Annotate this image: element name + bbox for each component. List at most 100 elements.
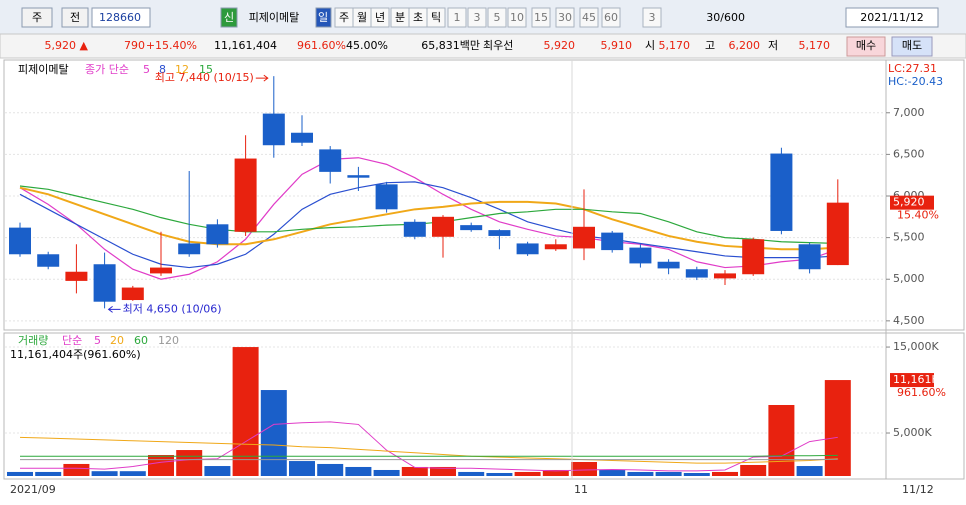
price-panel: [3, 59, 965, 331]
toolbar-label[interactable]: 주: [32, 11, 42, 24]
toolbar-label[interactable]: 2021/11/12: [860, 11, 923, 24]
y-tick-label: 5,000K: [893, 426, 932, 439]
volume-bar: [655, 471, 682, 476]
last-price-box: [890, 195, 934, 210]
candle-body: [460, 225, 483, 231]
toolbar-label[interactable]: 30/600: [706, 11, 745, 24]
y-tick-label: 5,000: [893, 272, 925, 285]
toolbar-label[interactable]: 주: [339, 11, 349, 24]
quote-field: 45.00%: [346, 39, 388, 52]
candle-body: [319, 149, 342, 172]
high-annotation: 최고 7,440 (10/15): [155, 71, 254, 84]
toolbar-button[interactable]: [91, 7, 151, 28]
volume-bar: [712, 471, 738, 476]
ma-label: 단순: [62, 334, 82, 347]
quote-field: 최우선: [483, 39, 513, 52]
candle-body: [601, 232, 624, 251]
toolbar-button[interactable]: [370, 7, 390, 28]
toolbar-button[interactable]: [21, 7, 53, 28]
candle-body: [206, 224, 229, 245]
quote-field: 고: [705, 39, 715, 52]
volume-bar: [599, 469, 626, 476]
legend-entry: 5: [94, 334, 101, 347]
candle-body: [234, 158, 257, 232]
toolbar-label[interactable]: 초: [413, 11, 423, 24]
toolbar-button[interactable]: [579, 7, 599, 28]
ma-line: [19, 181, 838, 269]
sell-button[interactable]: [891, 36, 933, 57]
last-ratio: 961.60%: [897, 386, 946, 399]
toolbar-button[interactable]: [315, 7, 332, 28]
quote-field: 11,161,404: [214, 39, 277, 52]
toolbar-button[interactable]: [220, 7, 238, 28]
toolbar-label[interactable]: 10: [510, 11, 524, 24]
quote-field: 6,200: [729, 39, 761, 52]
x-tick-label: 2021/09: [10, 483, 56, 496]
toolbar-label[interactable]: 30: [558, 11, 572, 24]
toolbar-button[interactable]: [61, 7, 89, 28]
toolbar-button[interactable]: [555, 7, 575, 28]
toolbar-button[interactable]: [642, 7, 662, 28]
toolbar-label[interactable]: 5: [494, 11, 501, 24]
buy-button[interactable]: [846, 36, 886, 57]
ma-line: [19, 185, 838, 245]
panel-title: 거래량: [18, 334, 48, 347]
ma-line: [19, 436, 838, 464]
toolbar-label[interactable]: 신: [224, 11, 234, 24]
last-change: 15.40%: [897, 209, 939, 222]
quote-field[interactable]: 매수: [856, 39, 876, 52]
candle-body: [798, 244, 821, 270]
legend-entry: 8: [159, 63, 166, 76]
legend-entry: 5: [143, 63, 150, 76]
toolbar-label[interactable]: 년: [375, 11, 385, 24]
volume-bar: [768, 404, 795, 476]
toolbar-button[interactable]: [601, 7, 621, 28]
legend-entry: 60: [134, 334, 148, 347]
toolbar-label[interactable]: 틱: [431, 11, 441, 24]
candle-body: [714, 273, 736, 279]
toolbar-button[interactable]: [447, 7, 467, 28]
volume-bar: [232, 347, 259, 476]
toolbar-label[interactable]: 전: [70, 11, 80, 24]
candle-body: [826, 202, 849, 266]
y-tick-label: 7,000: [893, 106, 925, 119]
toolbar-label[interactable]: 일: [318, 10, 328, 24]
toolbar-label[interactable]: 3: [649, 11, 656, 24]
volume-bar: [458, 471, 485, 476]
toolbar-button[interactable]: [531, 7, 551, 28]
toolbar-label[interactable]: 1: [454, 11, 461, 24]
quote-field: 5,170: [799, 39, 831, 52]
toolbar-label[interactable]: 월: [357, 11, 367, 24]
volume-bar: [373, 469, 400, 476]
candle-body: [178, 243, 201, 255]
candle-body: [629, 247, 652, 264]
toolbar-button[interactable]: [426, 7, 446, 28]
candle-body: [544, 244, 567, 250]
candle-body: [488, 230, 511, 236]
volume-bar: [176, 450, 203, 476]
date-input[interactable]: [845, 7, 939, 28]
toolbar-label[interactable]: 45: [582, 11, 596, 24]
quote-field[interactable]: 매도: [902, 39, 922, 52]
toolbar-button[interactable]: [467, 7, 487, 28]
ma-line: [19, 186, 838, 251]
volume-bar: [430, 466, 456, 476]
volume-bar: [91, 471, 118, 476]
toolbar-label[interactable]: 분: [395, 11, 405, 24]
toolbar-button[interactable]: [487, 7, 507, 28]
candle-body: [347, 175, 370, 178]
toolbar-label[interactable]: 128660: [99, 11, 141, 24]
toolbar-label[interactable]: 3: [474, 11, 481, 24]
candle-body: [742, 239, 765, 275]
volume-bar: [401, 466, 428, 476]
volume-bar: [542, 469, 569, 476]
legend-entry: 20: [110, 334, 124, 347]
volume-bar: [260, 390, 287, 476]
volume-bar: [148, 455, 174, 476]
toolbar-label[interactable]: 피제이메탈: [249, 11, 300, 24]
volume-bar: [7, 471, 33, 476]
legend-entry: 15: [199, 63, 213, 76]
toolbar-button[interactable]: [507, 7, 527, 28]
toolbar-label[interactable]: 15: [534, 11, 548, 24]
toolbar-label[interactable]: 60: [604, 11, 618, 24]
